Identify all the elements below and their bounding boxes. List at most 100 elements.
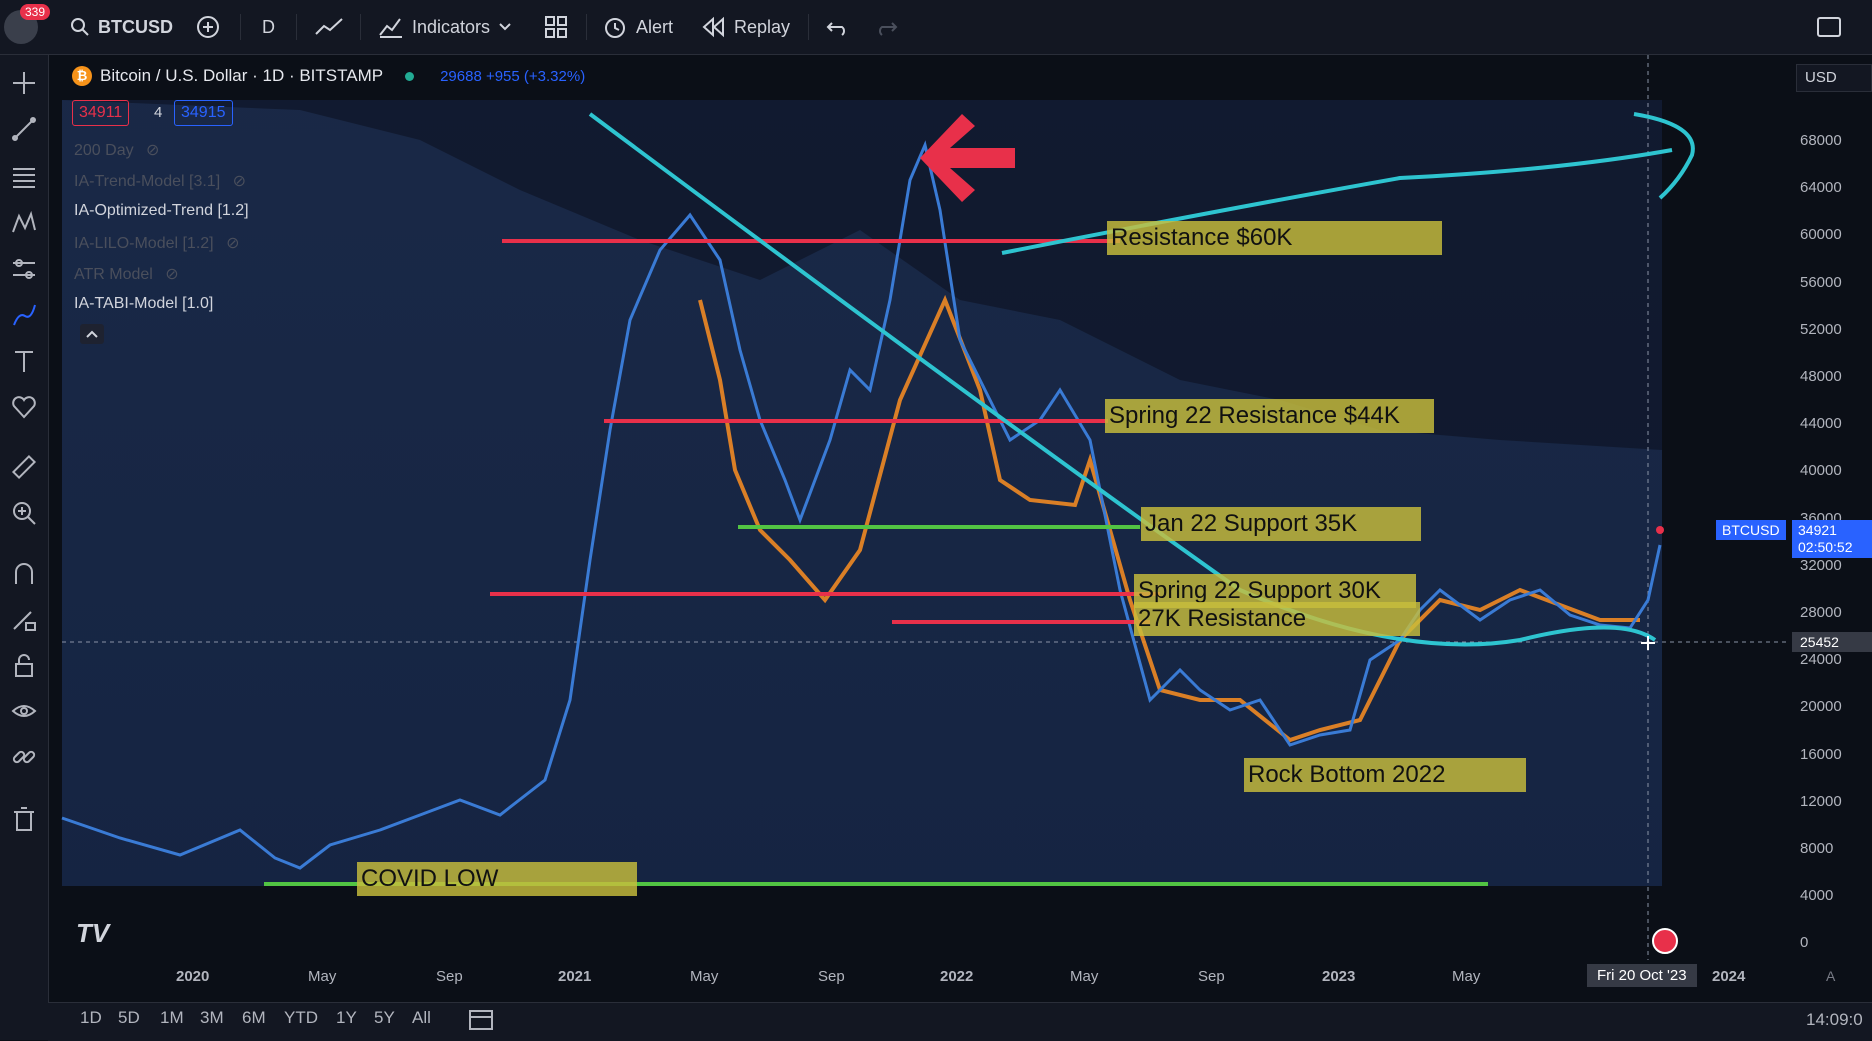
go-to-date-button[interactable] [468,1007,494,1036]
prediction-tool[interactable] [10,255,38,283]
crosshair-tool[interactable] [10,69,38,97]
annotation-label: Rock Bottom 2022 [1244,758,1526,792]
range-button[interactable]: 6M [242,1008,266,1027]
buy-button[interactable]: 34915 [174,100,233,126]
undo-button[interactable] [826,10,850,44]
fib-tool[interactable] [10,163,38,191]
chevron-down-icon [499,23,511,31]
bar-countdown: 02:50:52 [1798,539,1853,555]
indicator-row[interactable]: IA-TABI-Model [1.0] [74,295,213,313]
range-button[interactable]: 1D [80,1008,102,1027]
price-chart[interactable] [0,0,1872,1000]
price-axis-label: 56000 [1800,273,1842,291]
us-flag-event-icon[interactable] [1652,928,1678,954]
horizontal-lines-icon [13,168,35,188]
link-tool[interactable] [10,743,38,771]
icon-tool[interactable] [10,393,38,421]
range-button[interactable]: All [412,1008,431,1027]
eye-hidden-icon[interactable]: ⊘ [141,142,160,159]
eye-hidden-icon[interactable]: ⊘ [228,173,246,190]
price-axis-label: 64000 [1800,179,1842,197]
range-button[interactable]: 1Y [336,1008,357,1027]
layout-button[interactable] [544,10,568,44]
indicators-button[interactable]: Indicators [378,10,512,44]
range-button[interactable]: 3M [200,1008,224,1027]
range-button[interactable]: YTD [284,1008,318,1027]
fullscreen-button[interactable] [1816,10,1842,44]
magnet-icon [15,563,33,584]
ruler-tool[interactable] [10,453,38,481]
text-icon [15,351,33,372]
magnet-tool[interactable] [10,559,38,587]
eye-hidden-icon[interactable]: ⊘ [160,266,179,283]
dark-band-area [62,100,1662,450]
brush-tool[interactable] [10,301,38,329]
last-price: 34921 [1798,522,1837,538]
price-axis-label: 8000 [1800,840,1834,857]
divider [296,14,297,40]
indicator-row[interactable]: ATR Model ⊘ [74,264,179,284]
account-menu[interactable]: 339 [4,4,51,44]
text-tool[interactable] [10,347,38,375]
symbol-price-tag: BTCUSD [1716,520,1786,540]
price-axis-label: 48000 [1800,368,1842,385]
range-button[interactable]: 5Y [374,1008,395,1027]
annotation-label: Spring 22 Resistance $44K [1105,399,1434,433]
time-axis-label: 2023 [1322,968,1356,985]
indicator-label: IA-Optimized-Trend [1.2] [74,202,249,219]
pencil-lock-icon [13,611,36,631]
price-change: 29688 +955 (+3.32%) [440,67,586,85]
redo-button[interactable] [874,10,898,44]
price-axis-label: 44000 [1800,415,1842,433]
replay-button[interactable]: Replay [702,10,790,44]
calendar-icon [469,1010,493,1030]
indicator-row[interactable]: IA-Optimized-Trend [1.2] [74,202,249,220]
annotation-label: 27K Resistance [1134,602,1420,636]
zoom-tool[interactable] [10,499,38,527]
eye-hidden-icon[interactable]: ⊘ [221,235,240,252]
replay-label: Replay [734,16,791,37]
crosshair-date-label: Fri 20 Oct '23 [1587,964,1697,987]
remove-drawings-tool[interactable] [10,805,38,833]
trash-icon [14,807,34,831]
chart-type-button[interactable] [314,10,344,44]
chevron-up-icon [86,330,98,338]
range-button[interactable]: 5D [118,1008,140,1027]
interval-label: D [262,16,275,37]
price-axis-label: 12000 [1800,792,1842,810]
compare-button[interactable] [196,10,220,44]
lock-icon [15,654,33,677]
alert-button[interactable]: Alert [602,10,673,44]
stay-drawing-tool[interactable] [10,605,38,633]
sell-button[interactable]: 34911 [72,100,130,126]
time-axis-label: Sep [1198,968,1225,985]
price-axis-label: 0 [1800,934,1809,952]
add-circle-icon [197,16,219,38]
currency-select[interactable]: USD [1796,64,1872,92]
clock: 14:09:0 [1806,1010,1863,1029]
ruler-icon [11,454,37,480]
auto-scale-button[interactable]: A [1826,968,1836,984]
collapse-legend-button[interactable] [80,324,104,344]
redo-icon [879,22,898,36]
indicator-row[interactable]: IA-Trend-Model [3.1] ⊘ [74,171,246,191]
price-axis-label: 4000 [1800,887,1834,905]
indicator-row[interactable]: 200 Day ⊘ [74,140,159,160]
divider [360,14,361,40]
symbol-legend[interactable]: ₿ Bitcoin / U.S. Dollar · 1D · BITSTAMP … [72,66,585,86]
indicator-row[interactable]: IA-LILO-Model [1.2] ⊘ [74,233,239,253]
spread-value: 4 [154,104,163,121]
cursor-cross [1641,636,1655,650]
lock-tool[interactable] [10,651,38,679]
symbol-label: BTCUSD [98,16,173,37]
divider [586,14,587,40]
symbol-search[interactable]: BTCUSD [70,10,173,44]
hide-drawings-tool[interactable] [10,697,38,725]
interval-button[interactable]: D [262,10,275,44]
range-button[interactable]: 1M [160,1008,184,1027]
trendline-tool[interactable] [10,115,38,143]
pattern-tool[interactable] [10,209,38,237]
current-price-dot [1656,526,1664,534]
last-price-tag: 34921 02:50:52 [1792,520,1872,558]
annotation-label: Resistance $60K [1107,221,1442,255]
